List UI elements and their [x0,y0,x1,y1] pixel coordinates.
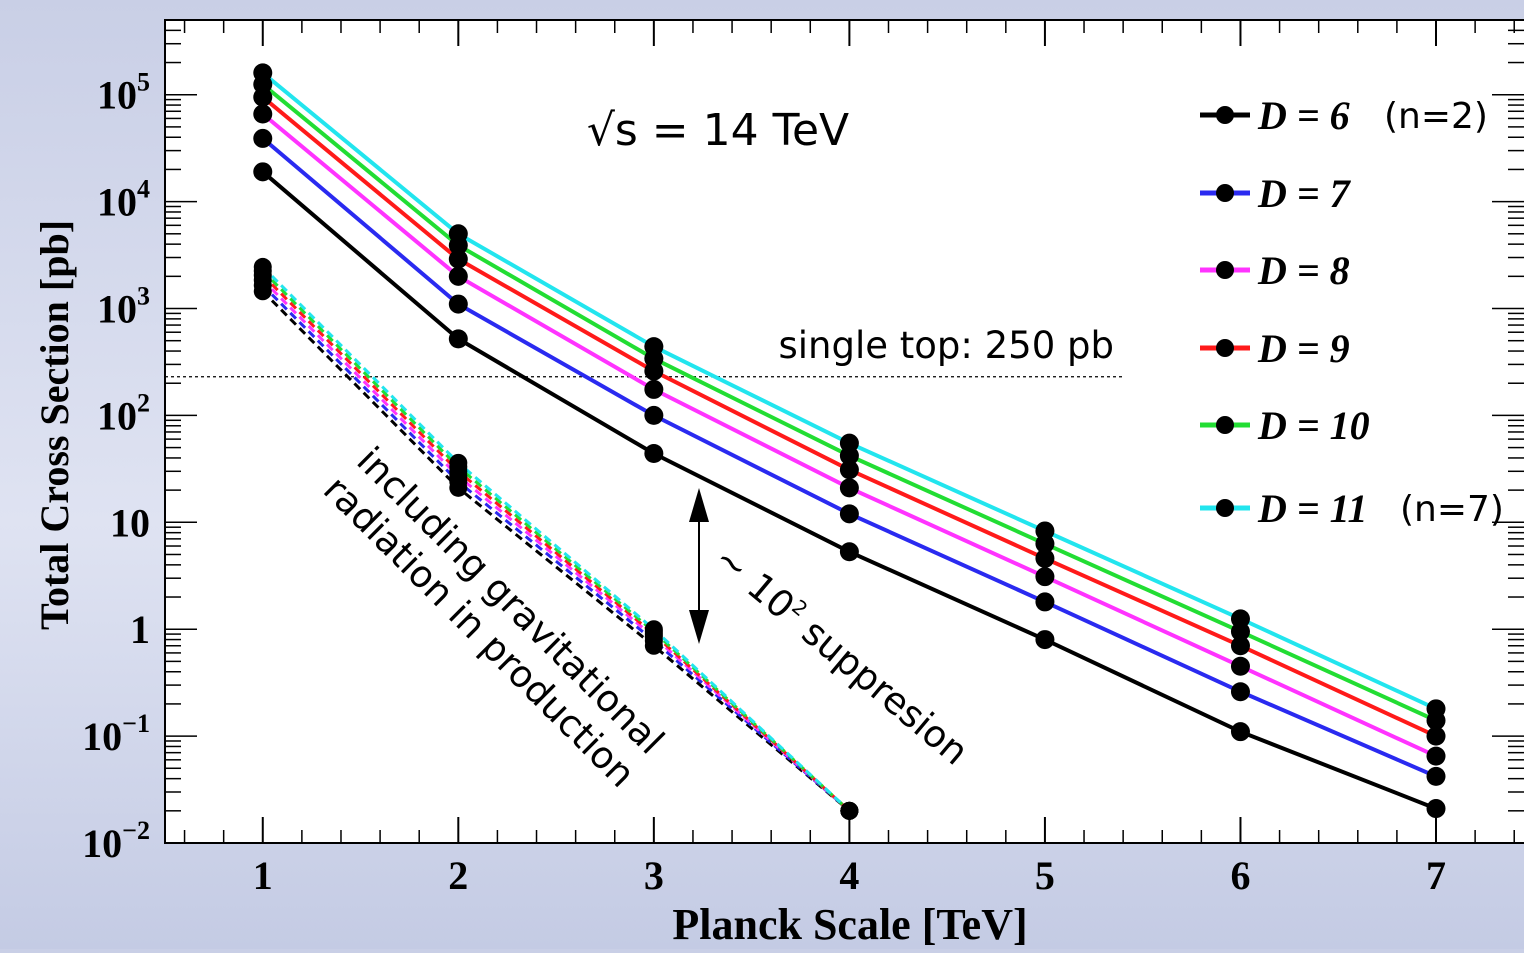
legend-note: (n=2) [1384,96,1488,137]
y-tick-label: 105 [97,68,150,118]
x-tick-label: 4 [839,853,859,898]
data-point [839,504,859,524]
data-point [253,104,273,124]
data-point [1035,630,1055,650]
radiation-series-line [261,290,851,812]
data-point [644,444,664,464]
data-point [253,63,273,83]
legend-label: D = 11 [1257,486,1367,531]
radiation-series-line [261,265,851,812]
data-point [448,224,468,244]
legend-marker [1216,339,1234,357]
radiation-data-point [840,801,859,820]
data-point [1426,699,1446,719]
legend-marker [1216,184,1234,202]
data-point [448,266,468,286]
x-tick-label: 7 [1426,853,1446,898]
legend-label: D = 9 [1257,326,1350,371]
data-point [644,379,664,399]
data-point [1230,636,1250,656]
y-tick-label: 104 [97,175,150,225]
legend-marker [1216,499,1234,517]
data-point [644,337,664,357]
data-point [253,128,273,148]
data-point [1035,567,1055,587]
legend-label: D = 8 [1257,248,1350,293]
data-point [1426,766,1446,786]
suppression-arrow [689,488,709,644]
data-point [1035,521,1055,541]
reference-line-label: single top: 250 pb [778,324,1114,367]
y-tick-label: 10 [110,500,150,545]
data-point [1230,609,1250,629]
x-tick-label: 6 [1230,853,1250,898]
legend-marker [1216,416,1234,434]
legend-note: (n=7) [1400,489,1504,530]
data-point [1426,746,1446,766]
y-tick-label: 102 [97,388,150,438]
legend: D = 6 (n=2) D = 7 D = 8 D = 9 D = 10 D = 11 (n=… [1200,93,1504,531]
x-tick-label: 1 [253,853,273,898]
data-point [1035,548,1055,568]
legend-label: D = 6 [1257,93,1350,138]
data-point [448,329,468,349]
x-tick-label: 3 [644,853,664,898]
data-point [1426,726,1446,746]
legend-marker [1216,106,1234,124]
radiation-data-point [644,620,663,639]
radiation-series-line [261,278,851,812]
data-point [1035,592,1055,612]
y-axis-title: Total Cross Section [pb] [32,220,77,630]
y-tick-label: 103 [97,282,150,332]
data-point [1426,799,1446,819]
data-point [839,542,859,562]
x-tick-label: 5 [1035,853,1055,898]
y-tick-label: 1 [130,607,150,652]
energy-annotation: √s = 14 TeV [587,105,849,156]
y-tick-label: 10−1 [82,709,150,759]
data-point [253,162,273,182]
legend-marker [1216,261,1234,279]
plot-area [164,19,1524,844]
data-point [839,478,859,498]
data-point [448,294,468,314]
legend-label: D = 10 [1257,403,1370,448]
x-tick-label: 2 [448,853,468,898]
data-point [1230,682,1250,702]
data-point [1230,722,1250,742]
y-tick-label: 10−2 [82,816,150,866]
data-point [839,433,859,453]
data-point [644,405,664,425]
radiation-series-line [261,284,851,812]
data-point [448,249,468,269]
data-point [1230,656,1250,676]
radiation-data-point [253,257,272,276]
x-axis-title: Planck Scale [TeV] [672,900,1027,949]
legend-label: D = 7 [1257,171,1352,216]
data-point [839,460,859,480]
radiation-data-point [449,453,468,472]
